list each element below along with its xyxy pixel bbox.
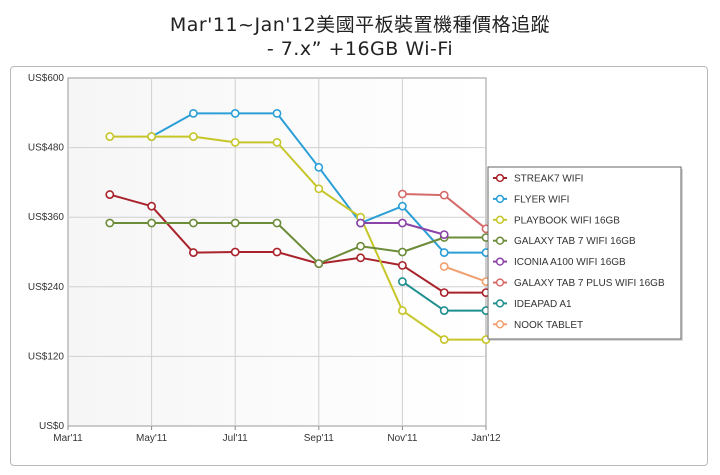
data-point (147, 218, 156, 228)
legend-label: IDEAPAD A1 (514, 299, 572, 310)
x-tick-label: Nov'11 (387, 433, 418, 444)
series-line (109, 222, 486, 265)
chart-title-line-2: - 7.x” +16GB Wi-Fi (266, 38, 454, 60)
legend-item: GALAXY TAB 7 WIFI 16GB (493, 236, 636, 247)
data-point (147, 201, 156, 211)
series-5 (356, 218, 449, 239)
data-point (397, 260, 407, 270)
x-tick-label: Jul'11 (223, 433, 249, 444)
data-point (397, 218, 407, 228)
legend-swatch-marker (495, 194, 505, 204)
x-tick-label: Sep'11 (304, 433, 335, 444)
data-point (188, 218, 198, 228)
series-line (443, 265, 487, 283)
data-point (439, 230, 449, 239)
legend-item: FLYER WIFI (493, 194, 569, 205)
legend-box (487, 166, 682, 340)
legend-item: ICONIA A100 WIFI 16GB (493, 257, 626, 268)
series-line (109, 193, 486, 294)
data-point (439, 335, 449, 344)
data-point (272, 218, 282, 228)
data-point (272, 247, 282, 257)
legend-swatch-marker (495, 257, 505, 266)
legend-label: STREAK7 WIFI (514, 174, 583, 185)
legend-swatch-marker (495, 215, 505, 224)
data-point (439, 306, 449, 315)
legend-label: PLAYBOOK WIFI 16GB (514, 215, 620, 226)
data-point (188, 108, 198, 118)
y-tick-label: US$360 (28, 212, 65, 223)
legend-item: IDEAPAD A1 (493, 299, 572, 310)
data-point (397, 189, 407, 199)
data-point (397, 201, 407, 211)
y-tick-label: US$240 (28, 282, 65, 293)
data-point (272, 137, 282, 147)
data-point (397, 277, 407, 286)
legend-item: NOOK TABLET (493, 320, 583, 331)
data-point (230, 137, 240, 147)
legend-label: GALAXY TAB 7 PLUS WIFI 16GB (514, 278, 665, 289)
data-point (439, 262, 449, 271)
data-point (397, 306, 407, 315)
legend-swatch-marker (495, 236, 505, 245)
data-point (314, 162, 324, 172)
legend-item: GALAXY TAB 7 PLUS WIFI 16GB (493, 278, 665, 289)
legend-label: GALAXY TAB 7 WIFI 16GB (514, 236, 636, 247)
data-point (230, 218, 240, 228)
data-point (105, 132, 115, 141)
data-point (105, 190, 115, 199)
x-tick-label: Mar'11 (53, 433, 83, 444)
data-point (188, 248, 198, 257)
chart-title-line-1: Mar'11~Jan'12美國平板裝置機種價格追蹤 (169, 14, 551, 36)
legend-label: ICONIA A100 WIFI 16GB (514, 257, 626, 268)
series-3 (105, 132, 491, 344)
data-point (356, 218, 365, 228)
legend-item: PLAYBOOK WIFI 16GB (493, 215, 620, 226)
data-point (356, 241, 365, 251)
data-point (314, 259, 324, 268)
data-point (439, 248, 449, 257)
data-point (147, 132, 156, 141)
data-point (230, 108, 240, 118)
data-point (272, 108, 282, 118)
data-point (397, 247, 407, 257)
legend-label: NOOK TABLET (514, 320, 583, 331)
y-tick-label: US$600 (28, 73, 65, 84)
legend-swatch-marker (495, 173, 505, 183)
legend-label: FLYER WIFI (514, 194, 569, 205)
x-tick-label: May'11 (136, 433, 168, 444)
legend-item: STREAK7 WIFI (493, 174, 583, 185)
legend-swatch-marker (495, 299, 505, 308)
data-point (230, 247, 240, 257)
legend-swatch-marker (495, 278, 505, 287)
x-tick-label: Jan'12 (471, 433, 501, 444)
data-point (188, 132, 198, 141)
data-point (439, 288, 449, 297)
y-tick-label: US$480 (28, 143, 65, 154)
data-point (439, 190, 449, 200)
series-line (109, 135, 486, 341)
y-tick-label: US$0 (39, 421, 64, 432)
data-point (105, 218, 115, 228)
y-tick-label: US$120 (28, 351, 65, 362)
legend-swatch-marker (495, 320, 505, 329)
data-point (314, 184, 324, 194)
data-point (356, 253, 365, 263)
